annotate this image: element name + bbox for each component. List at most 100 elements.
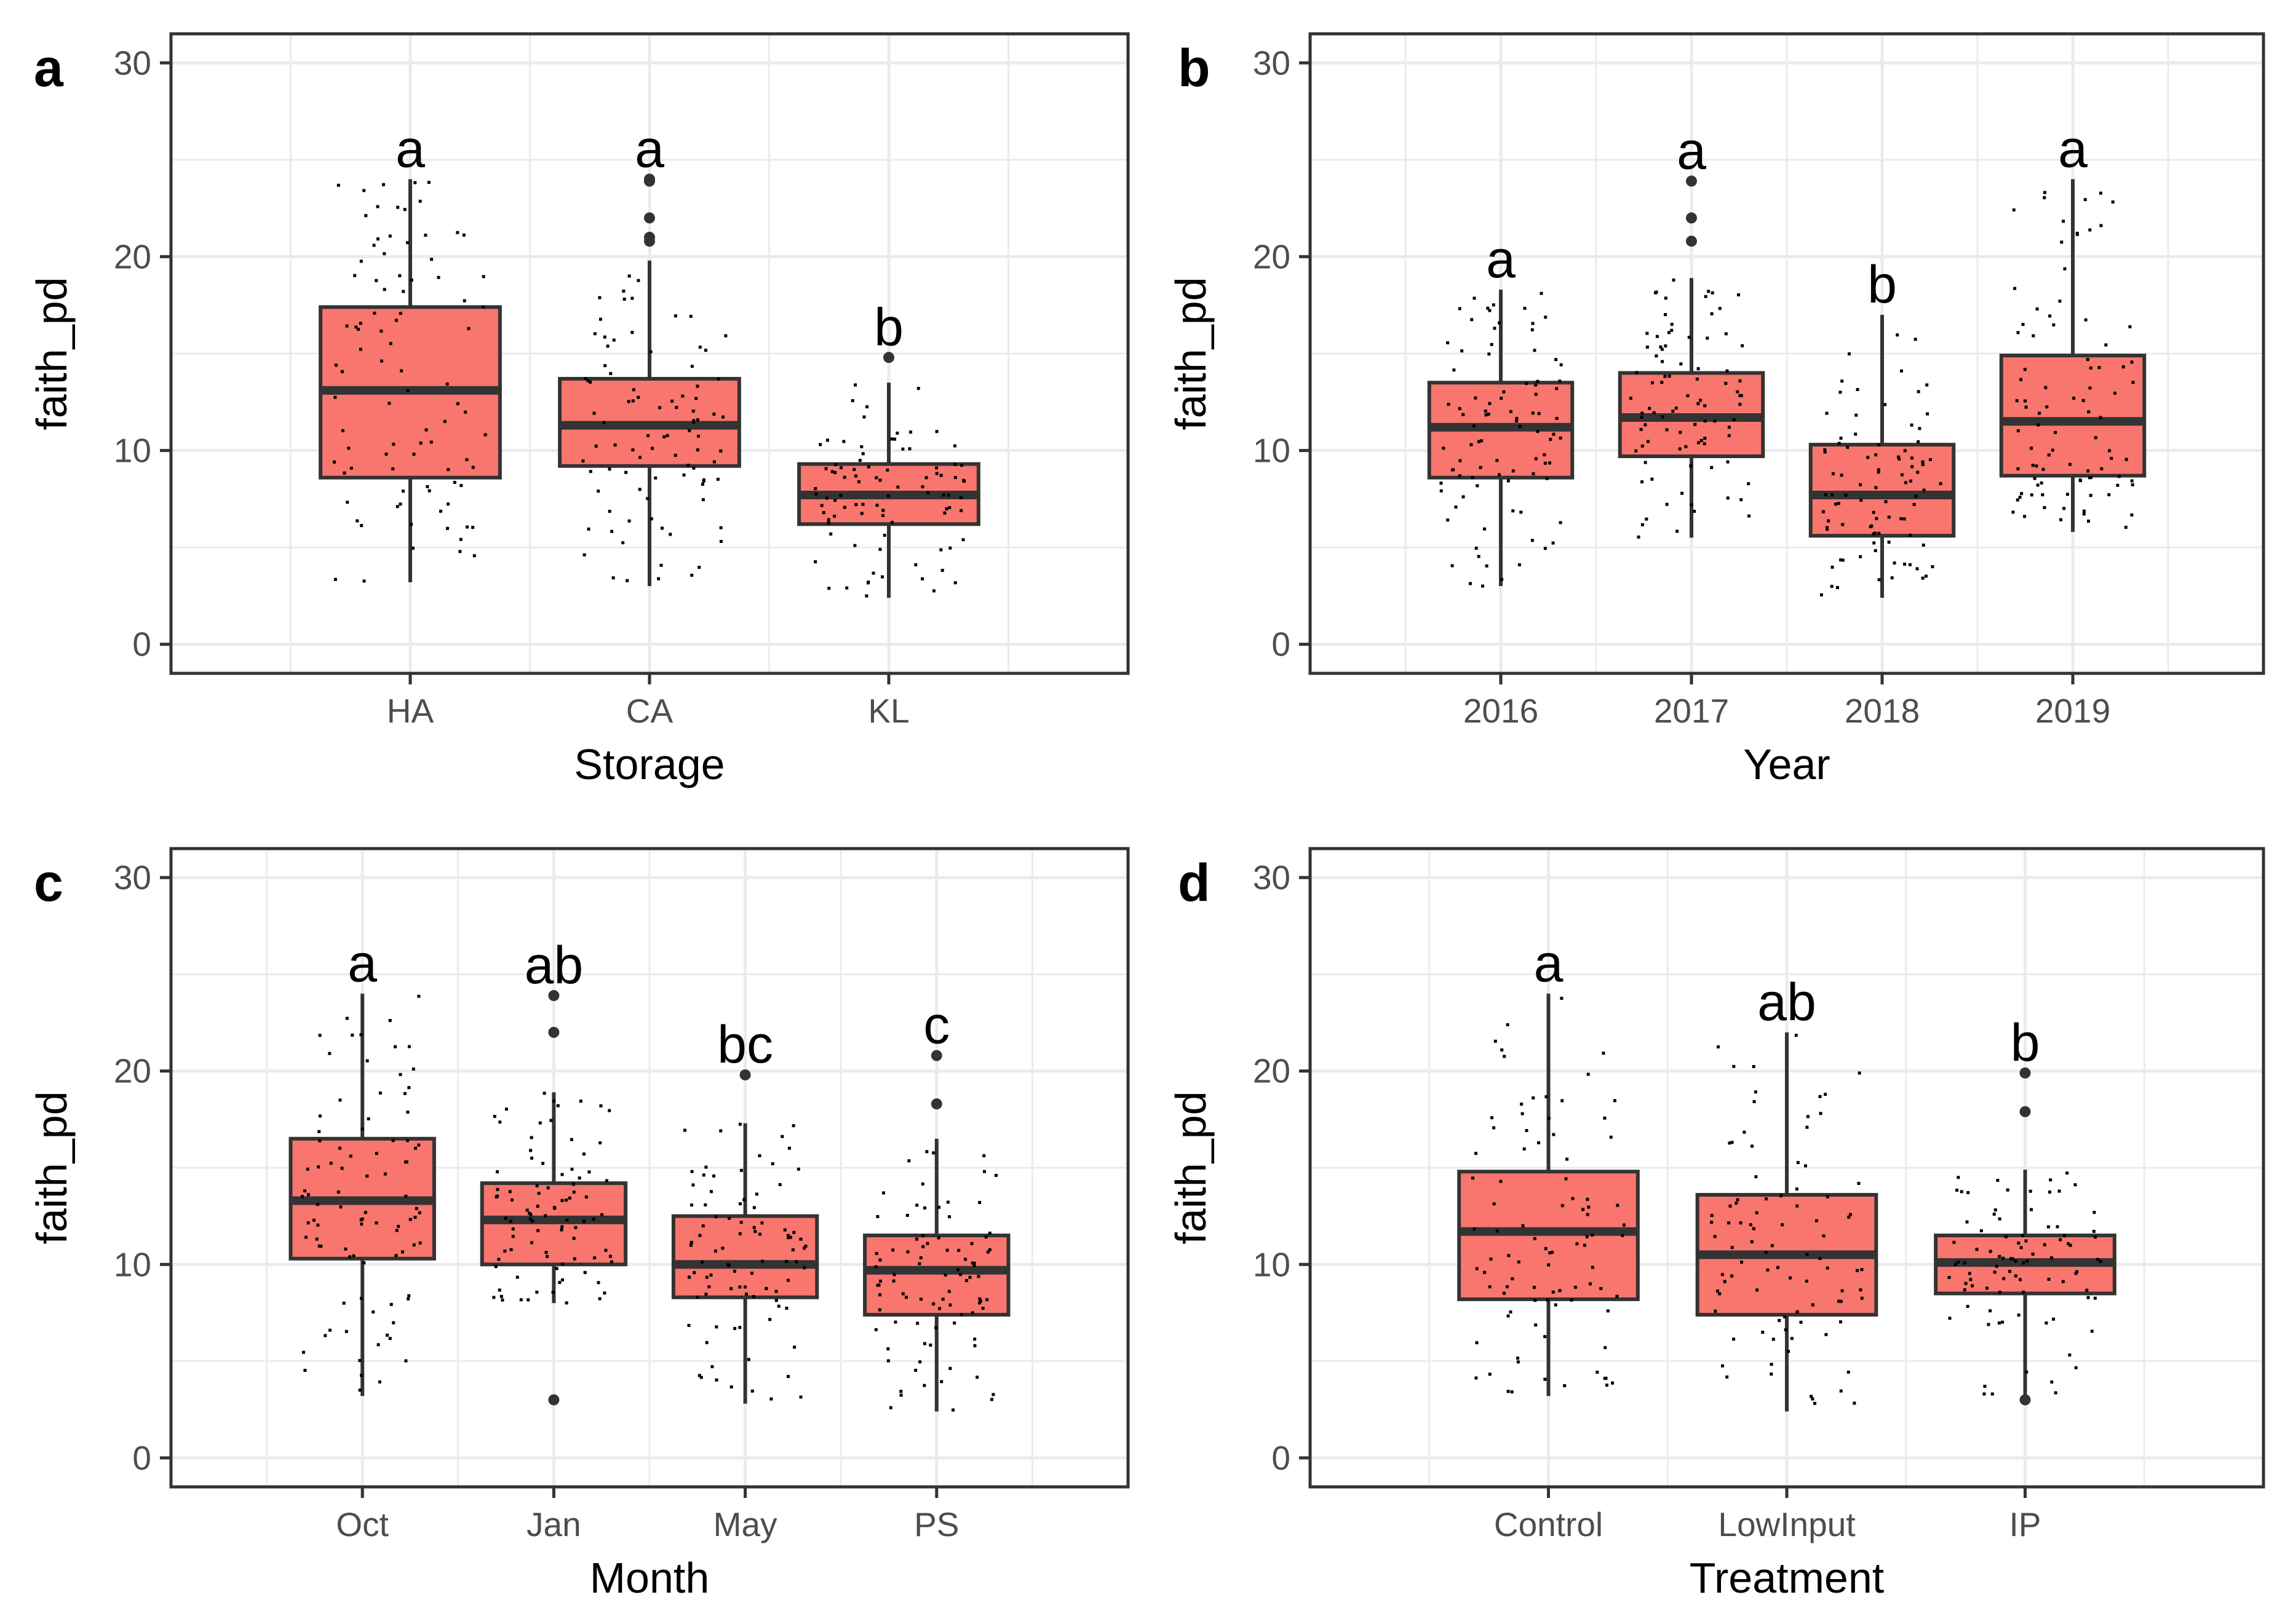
jitter-point bbox=[317, 1130, 321, 1133]
jitter-point bbox=[1695, 377, 1699, 381]
jitter-point bbox=[2014, 1274, 2017, 1278]
jitter-point bbox=[394, 1045, 397, 1048]
jitter-point bbox=[2035, 307, 2039, 311]
jitter-point bbox=[1474, 1152, 1477, 1155]
jitter-point bbox=[572, 1190, 576, 1194]
jitter-point bbox=[1830, 585, 1834, 588]
box-Oct: a bbox=[288, 934, 436, 1396]
jitter-point bbox=[483, 433, 487, 437]
jitter-point bbox=[2130, 360, 2134, 364]
jitter-point bbox=[555, 1267, 558, 1270]
jitter-point bbox=[602, 421, 606, 424]
significance-letter: c bbox=[923, 996, 950, 1055]
jitter-point bbox=[375, 279, 378, 282]
outlier-point bbox=[1686, 212, 1697, 224]
jitter-point bbox=[1713, 419, 1717, 423]
jitter-point bbox=[1640, 480, 1644, 484]
jitter-point bbox=[696, 1295, 699, 1299]
jitter-point bbox=[603, 1291, 606, 1295]
jitter-point bbox=[551, 1291, 555, 1294]
jitter-point bbox=[1530, 328, 1534, 331]
jitter-point bbox=[427, 489, 431, 493]
jitter-point bbox=[1637, 535, 1640, 539]
jitter-point bbox=[1771, 1337, 1775, 1341]
jitter-point bbox=[781, 1135, 784, 1138]
x-tick-label: 2016 bbox=[1463, 692, 1538, 730]
jitter-point bbox=[2020, 492, 2024, 496]
x-tick-label: LowInput bbox=[1718, 1505, 1855, 1543]
jitter-point bbox=[2110, 456, 2113, 460]
jitter-point bbox=[1736, 1198, 1739, 1202]
jitter-point bbox=[2089, 494, 2092, 497]
jitter-point bbox=[696, 448, 699, 452]
jitter-point bbox=[971, 1261, 974, 1265]
jitter-point bbox=[1545, 477, 1549, 480]
jitter-point bbox=[691, 1183, 695, 1187]
jitter-point bbox=[401, 1250, 405, 1254]
jitter-point bbox=[407, 1086, 411, 1090]
jitter-point bbox=[535, 1184, 539, 1187]
jitter-point bbox=[1622, 1223, 1626, 1227]
jitter-point bbox=[1482, 527, 1486, 531]
jitter-point bbox=[2009, 1257, 2013, 1261]
jitter-point bbox=[318, 1034, 322, 1037]
jitter-point bbox=[1663, 374, 1667, 378]
jitter-point bbox=[1989, 1250, 1992, 1253]
y-axis-title: faith_pd bbox=[28, 277, 76, 430]
jitter-point bbox=[497, 1258, 501, 1261]
jitter-point bbox=[932, 1151, 936, 1155]
jitter-point bbox=[546, 1254, 549, 1258]
jitter-point bbox=[2096, 1258, 2100, 1261]
jitter-point bbox=[511, 1227, 515, 1231]
jitter-point bbox=[921, 1182, 924, 1186]
jitter-point bbox=[598, 317, 602, 321]
jitter-point bbox=[670, 399, 674, 403]
jitter-point bbox=[921, 1234, 925, 1238]
jitter-point bbox=[410, 523, 413, 526]
jitter-point bbox=[1718, 1292, 1722, 1296]
jitter-point bbox=[1479, 439, 1483, 443]
jitter-point bbox=[2074, 1272, 2078, 1275]
jitter-point bbox=[1922, 488, 1926, 492]
jitter-point bbox=[1883, 403, 1887, 406]
y-tick-label: 20 bbox=[1253, 1052, 1290, 1090]
x-tick-label: Jan bbox=[527, 1505, 581, 1543]
jitter-point bbox=[1987, 1323, 1990, 1326]
y-tick-label: 0 bbox=[1271, 625, 1290, 663]
jitter-point bbox=[338, 1098, 342, 1102]
jitter-point bbox=[1664, 344, 1667, 348]
jitter-point bbox=[692, 466, 696, 470]
jitter-point bbox=[1458, 459, 1462, 462]
jitter-point bbox=[944, 1273, 947, 1277]
jitter-point bbox=[1487, 352, 1491, 356]
jitter-point bbox=[2054, 430, 2057, 434]
jitter-point bbox=[608, 1109, 611, 1112]
jitter-point bbox=[1770, 1363, 1773, 1366]
jitter-point bbox=[874, 1265, 878, 1269]
jitter-point bbox=[1515, 416, 1519, 420]
jitter-point bbox=[1474, 547, 1478, 550]
jitter-point bbox=[2065, 1171, 2069, 1175]
jitter-point bbox=[359, 259, 363, 263]
jitter-point bbox=[1480, 584, 1484, 588]
jitter-point bbox=[744, 1285, 747, 1289]
jitter-point bbox=[1924, 574, 1928, 578]
jitter-point bbox=[719, 539, 723, 543]
box-Jan: ab bbox=[480, 936, 628, 1406]
jitter-point bbox=[714, 1215, 718, 1219]
jitter-point bbox=[2016, 498, 2019, 502]
jitter-point bbox=[407, 1294, 411, 1297]
jitter-point bbox=[1859, 555, 1862, 558]
jitter-point bbox=[2072, 397, 2076, 400]
jitter-point bbox=[384, 453, 388, 456]
jitter-point bbox=[1570, 1298, 1573, 1302]
jitter-point bbox=[2043, 191, 2046, 194]
jitter-point bbox=[2041, 493, 2045, 497]
jitter-point bbox=[1492, 303, 1495, 307]
jitter-point bbox=[1679, 362, 1683, 366]
jitter-point bbox=[1583, 1243, 1586, 1247]
jitter-point bbox=[447, 502, 450, 506]
jitter-point bbox=[1725, 1375, 1729, 1379]
jitter-point bbox=[2044, 386, 2048, 389]
jitter-point bbox=[1484, 409, 1487, 413]
